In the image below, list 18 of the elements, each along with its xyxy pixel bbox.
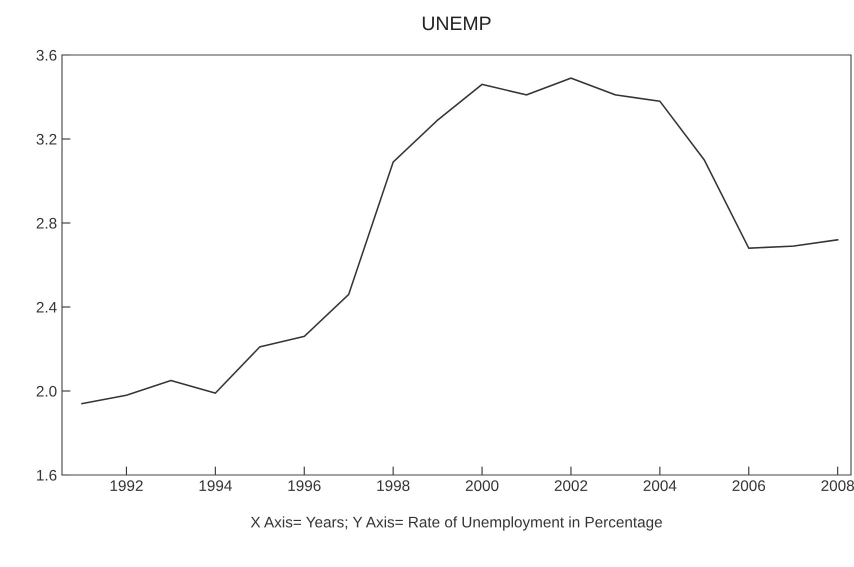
- y-tick-label: 3.2: [36, 134, 56, 145]
- y-tick-label: 2.8: [36, 218, 56, 229]
- x-tick-label: 2004: [644, 480, 676, 492]
- y-tick-label: 3.6: [36, 50, 56, 61]
- line-series: [81, 77, 838, 404]
- x-tick-label: 1998: [377, 480, 410, 492]
- x-tick-label: 2008: [821, 480, 854, 492]
- x-tick-label: 2000: [466, 480, 498, 492]
- y-tick-label: 2.0: [36, 386, 57, 397]
- chart-title: UNEMP: [422, 16, 491, 30]
- x-tick-label: 1996: [288, 480, 321, 492]
- y-tick-label: 1.6: [37, 470, 56, 481]
- x-tick-label: 2002: [554, 480, 588, 492]
- x-tick-label: 1994: [200, 480, 232, 492]
- y-tick-label: 2.4: [36, 302, 57, 313]
- x-axis-title: X Axis= Years; Y Axis= Rate of Unemployment in Percentage: [250, 516, 662, 531]
- x-tick-label: 1992: [110, 480, 143, 492]
- x-tick-label: 2006: [732, 480, 766, 492]
